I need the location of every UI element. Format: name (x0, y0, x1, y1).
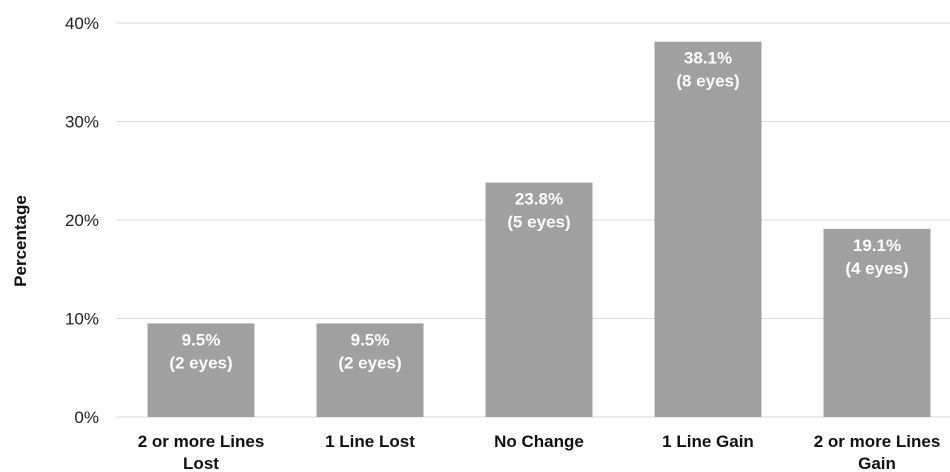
y-tick-label: 30% (65, 113, 99, 132)
data-label: 23.8% (515, 190, 563, 209)
y-tick-label: 40% (65, 14, 99, 33)
bar (316, 323, 424, 417)
data-label: 9.5% (182, 330, 221, 349)
data-label: 9.5% (351, 330, 390, 349)
y-tick-label: 0% (74, 408, 99, 427)
y-tick-label: 20% (65, 211, 99, 230)
data-label: (8 eyes) (676, 72, 739, 91)
x-category-label: 2 or more Lines (138, 432, 265, 451)
data-label: (4 eyes) (845, 259, 908, 278)
bars (147, 41, 931, 418)
y-axis-title: Percentage (11, 195, 30, 287)
y-tick-label: 10% (65, 310, 99, 329)
x-category-label: No Change (494, 432, 584, 451)
x-category-label: 2 or more Lines (814, 432, 941, 451)
bar (485, 182, 593, 417)
data-label: 19.1% (853, 236, 901, 255)
data-label: (5 eyes) (507, 213, 570, 232)
data-label: 38.1% (684, 49, 732, 68)
y-axis-tick-labels: 0% 10% 20% 30% 40% (65, 14, 99, 427)
x-category-label: 1 Line Lost (325, 432, 415, 451)
x-category-label: Lost (183, 454, 219, 472)
bar (823, 228, 931, 417)
data-label: (2 eyes) (169, 353, 232, 372)
x-axis-category-labels: 2 or more Lines Lost 1 Line Lost No Change 1… (138, 432, 941, 472)
bar (654, 41, 762, 418)
x-category-label: 1 Line Gain (662, 432, 754, 451)
data-labels: 9.5% (2 eyes) 9.5% (2 eyes) 23.8% (5 eyes) 38.… (169, 49, 908, 373)
bar (147, 323, 255, 417)
data-label: (2 eyes) (338, 353, 401, 372)
x-category-label: Gain (858, 454, 896, 472)
